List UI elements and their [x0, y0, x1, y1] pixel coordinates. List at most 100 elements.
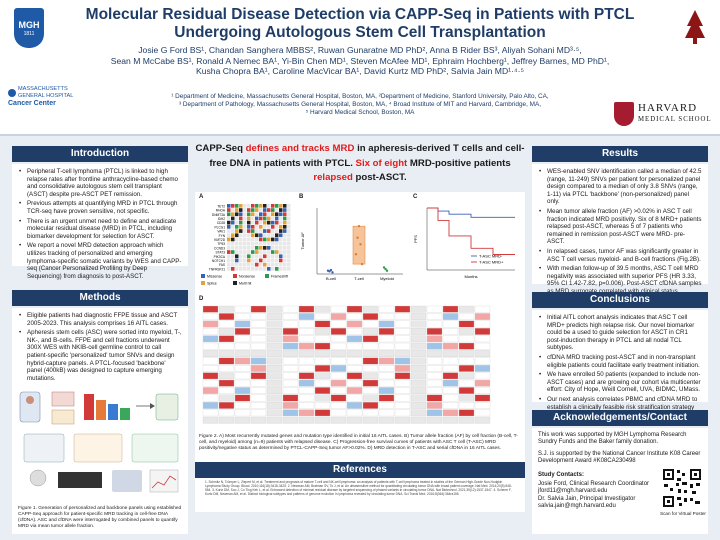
- mrd-table-cell: [330, 313, 347, 320]
- mrd-table-cell: [378, 379, 395, 387]
- heatmap-cell: [263, 233, 267, 238]
- mrd-table-cell: [394, 313, 411, 320]
- mrd-table-cell: [362, 335, 379, 343]
- heatmap-cell: [275, 250, 279, 254]
- x-axis-label: Months: [464, 274, 477, 279]
- legend-swatch: [201, 281, 205, 285]
- heatmap-cell: [259, 204, 263, 208]
- mrd-table-cell: [202, 357, 219, 365]
- mrd-table-cell: [394, 305, 411, 313]
- heatmap-cell: [231, 241, 235, 246]
- mrd-table-cell: [266, 350, 283, 357]
- gene-label: VAV1: [217, 230, 225, 234]
- heatmap-cell: [267, 229, 271, 233]
- mrd-table-cell: [234, 357, 251, 365]
- heatmap-cell: [259, 216, 263, 221]
- legend-swatch: [265, 274, 269, 278]
- heatmap-cell: [231, 220, 235, 225]
- heatmap-cell: [235, 254, 239, 259]
- mrd-table-cell: [378, 313, 395, 320]
- panel-a-label: A: [199, 194, 204, 200]
- heatmap-cell: [239, 229, 243, 233]
- heatmap-cell: [279, 233, 283, 238]
- mrd-table-cell: [362, 372, 379, 380]
- mrd-table-cell: [378, 416, 395, 424]
- mrd-table-cell: [282, 372, 299, 380]
- mrd-table-cell: [394, 416, 411, 424]
- mrd-table-cell: [202, 416, 219, 424]
- mrd-table-cell: [362, 342, 379, 350]
- heatmap-cell: [259, 208, 263, 212]
- mrd-table-cell: [394, 320, 411, 328]
- heatmap-cell: [247, 212, 251, 217]
- heatmap-cell: [227, 246, 231, 250]
- box-plot-box: [352, 225, 366, 265]
- mrd-table-cell: [458, 357, 475, 365]
- mrd-table-cell: [330, 379, 347, 387]
- list-item: We have enrolled 50 patients (expanded t…: [538, 371, 702, 394]
- mrd-table-cell: [250, 335, 267, 343]
- heatmap-cell: [279, 267, 283, 271]
- heatmap-cell: [263, 212, 267, 217]
- heatmap-cell: [227, 241, 231, 246]
- heatmap-cell: [263, 204, 267, 208]
- heatmap-cell: [283, 254, 287, 259]
- mrd-table-cell: [474, 372, 491, 380]
- mrd-table-cell: [330, 342, 347, 350]
- contact-email-link[interactable]: salvia.jain@mgh.harvard.edu: [538, 503, 616, 510]
- mrd-table-cell: [410, 357, 427, 365]
- heatmap-cell: [243, 216, 247, 221]
- mrd-table-cell: [250, 409, 267, 417]
- heatmap-cell: [271, 258, 275, 263]
- mrd-table-cell: [474, 402, 491, 409]
- heatmap-cell: [247, 233, 251, 238]
- panel-c-label: C: [413, 194, 418, 200]
- heatmap-cell: [239, 212, 243, 217]
- mrd-table-cell: [298, 320, 315, 328]
- heatmap-cell: [283, 204, 287, 208]
- heatmap-cell: [263, 237, 267, 242]
- affiliation-line: ¹ Department of Medicine, Massachusetts …: [171, 93, 549, 100]
- heatmap-cell: [275, 229, 279, 233]
- heatmap-cell: [227, 220, 231, 225]
- mrd-table-cell: [458, 387, 475, 394]
- mrd-table-cell: [410, 342, 427, 350]
- mrd-table-cell: [314, 350, 331, 357]
- heatmap-cell: [251, 237, 255, 242]
- mrd-table-cell: [426, 313, 443, 320]
- mrd-table-cell: [394, 402, 411, 409]
- mrd-table-cell: [378, 365, 395, 372]
- heatmap-cell: [287, 267, 291, 271]
- mrd-table-cell: [330, 409, 347, 417]
- mrd-table-cell: [346, 320, 363, 328]
- mrd-table-cell: [362, 416, 379, 424]
- mrd-table-cell: [250, 320, 267, 328]
- mrd-table-cell: [330, 387, 347, 394]
- mrd-table-cell: [410, 379, 427, 387]
- mrd-table-cell: [410, 387, 427, 394]
- heatmap-cell: [231, 204, 235, 208]
- mgh-logo-year: 1811: [23, 31, 35, 37]
- mrd-table-cell: [378, 342, 395, 350]
- qr-code-icon[interactable]: [662, 467, 702, 508]
- heatmap-cell: [251, 258, 255, 263]
- mrd-table-cell: [426, 387, 443, 394]
- mrd-table-cell: [282, 342, 299, 350]
- mrd-table-cell: [234, 335, 251, 343]
- heatmap-cell: [251, 262, 255, 267]
- mrd-table-cell: [410, 335, 427, 343]
- heatmap-cell: [275, 237, 279, 242]
- contact-email-link[interactable]: jford11@mgh.harvard.edu: [538, 488, 608, 495]
- headline-part: CAPP-Seq: [195, 143, 243, 154]
- mgh-logo-text: MGH: [18, 20, 40, 30]
- heatmap-cell: [283, 208, 287, 212]
- ack-heading: Acknowledgements/Contact: [532, 410, 708, 426]
- ack-text-1: This work was supported by MGH Lymphoma …: [538, 432, 687, 446]
- mrd-table-cell: [426, 372, 443, 380]
- legend-swatch: [233, 281, 237, 285]
- heatmap-cell: [255, 212, 259, 217]
- category-label: Myeloid: [380, 276, 394, 281]
- mrd-table-cell: [234, 387, 251, 394]
- mrd-table-cell: [250, 328, 267, 335]
- heatmap-cell: [235, 212, 239, 217]
